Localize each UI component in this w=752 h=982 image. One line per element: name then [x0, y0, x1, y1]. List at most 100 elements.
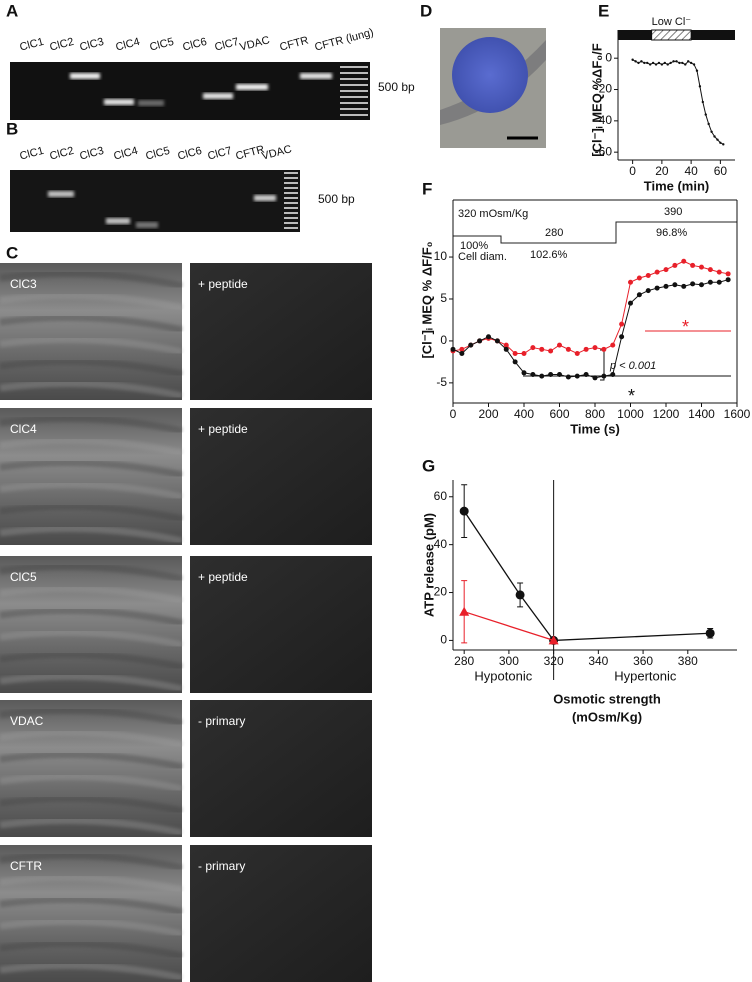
x-tick-label: 300	[499, 654, 519, 668]
point	[530, 345, 536, 351]
y-tick-label: 0	[440, 633, 447, 647]
bar-segment	[618, 30, 652, 40]
fiber	[0, 896, 183, 916]
lane-label: ClC3	[78, 145, 105, 163]
point	[684, 63, 687, 66]
cell	[452, 37, 528, 113]
fiber	[0, 795, 183, 815]
fiber	[0, 817, 183, 837]
y-tick-label: 20	[434, 585, 448, 599]
point	[690, 262, 696, 268]
point	[521, 351, 527, 357]
fiber	[0, 751, 183, 771]
y-tick-label: 5	[440, 291, 447, 305]
point	[512, 351, 518, 357]
ladder-band	[340, 96, 368, 98]
image-label: + peptide	[198, 277, 248, 291]
fiber	[0, 651, 183, 671]
x-tick-label: 380	[678, 654, 698, 668]
image-label: ClC5	[10, 570, 37, 584]
ladder-band	[284, 192, 298, 194]
annotation: 320 mOsm/Kg	[458, 208, 528, 220]
x-tick-label: 800	[585, 407, 605, 421]
ladder-band	[340, 102, 368, 104]
point	[459, 346, 465, 352]
point	[610, 342, 616, 348]
point	[692, 63, 696, 66]
point	[719, 141, 722, 144]
lane-label: ClC2	[48, 36, 75, 54]
point	[678, 61, 681, 65]
point	[592, 345, 598, 351]
point	[722, 143, 725, 146]
fiber	[0, 629, 183, 649]
point	[619, 321, 625, 327]
micrograph	[190, 845, 372, 982]
fiber	[0, 459, 183, 479]
x-axis-label: Time (min)	[644, 178, 710, 193]
point	[643, 61, 646, 65]
x-tick-label: 0	[629, 164, 636, 178]
band	[104, 99, 134, 105]
y-axis-label: ATP release (pM)	[421, 513, 436, 617]
ladder-band	[284, 217, 298, 219]
point	[651, 61, 655, 65]
point	[601, 373, 607, 379]
annotation: 96.8%	[656, 227, 687, 239]
series-line	[463, 611, 554, 642]
point	[687, 60, 690, 63]
x-tick-label: 20	[655, 164, 669, 178]
point	[645, 272, 651, 278]
image-label: VDAC	[10, 714, 44, 728]
point	[710, 130, 713, 134]
image-label: CFTR	[10, 859, 42, 873]
point	[666, 63, 669, 66]
point	[663, 267, 669, 273]
micrograph	[190, 556, 372, 693]
image-label: - primary	[198, 859, 245, 873]
y-tick-label: 0	[605, 50, 612, 64]
point	[503, 346, 509, 352]
point	[539, 346, 545, 352]
x-tick-label: 360	[633, 654, 653, 668]
lane-label: ClC4	[112, 145, 139, 163]
fiber	[0, 437, 183, 457]
x-tick-label: 0	[450, 407, 457, 421]
panel-letter: D	[420, 1, 432, 20]
point	[690, 281, 696, 287]
panel-letter: E	[598, 1, 609, 20]
band	[106, 218, 130, 224]
point	[695, 69, 699, 72]
point	[701, 100, 705, 104]
point	[716, 138, 719, 141]
point	[681, 283, 687, 289]
fiber	[0, 314, 183, 334]
annotation: 390	[664, 206, 682, 218]
point	[557, 371, 562, 377]
point	[725, 271, 731, 277]
x-axis-label: Osmotic strength	[553, 691, 661, 706]
point	[689, 61, 693, 65]
point	[704, 113, 707, 116]
point	[707, 122, 710, 126]
point	[539, 373, 545, 379]
point	[548, 371, 554, 377]
x-tick-label: 1200	[653, 407, 680, 421]
annotation: Low Cl⁻	[652, 16, 692, 28]
bar-segment	[691, 30, 735, 40]
point	[707, 279, 713, 285]
point	[637, 61, 640, 65]
ladder-band	[284, 222, 298, 224]
point	[459, 606, 470, 616]
band	[70, 73, 100, 79]
annotation: p < 0.001	[609, 360, 656, 372]
x-tick-label: 1600	[724, 407, 751, 421]
band	[300, 73, 332, 79]
point	[681, 258, 687, 264]
ladder-band	[284, 207, 298, 209]
fiber	[0, 962, 183, 982]
lane-label: ClC1	[18, 36, 45, 54]
point	[707, 267, 713, 273]
gel	[10, 170, 300, 232]
ladder-band	[284, 227, 298, 229]
